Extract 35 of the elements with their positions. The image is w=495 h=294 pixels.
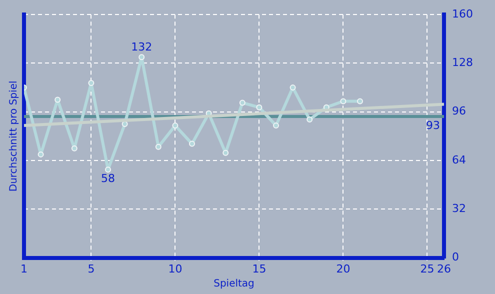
point (71, 145, 78, 152)
y-tick-label: 0 (452, 250, 460, 264)
point (155, 144, 162, 150)
point (38, 151, 44, 158)
point (54, 96, 61, 103)
y-tick-label: 160 (452, 7, 474, 20)
point (340, 98, 346, 104)
y-tick-label: 128 (452, 56, 474, 70)
x-tick-label: 25 (420, 262, 434, 276)
y-tick-label: 96 (452, 104, 466, 118)
point (239, 100, 246, 106)
x-tick-label: 20 (336, 262, 350, 276)
point (290, 84, 296, 91)
point (273, 122, 280, 129)
point (189, 140, 195, 147)
point (88, 80, 94, 86)
point (138, 54, 145, 60)
point (222, 150, 229, 156)
point (256, 104, 262, 110)
x-tick-label: 15 (252, 262, 266, 276)
point (357, 98, 364, 104)
x-tick-label: 26 (437, 262, 452, 276)
y-tick-label: 64 (452, 153, 466, 166)
point (172, 122, 178, 129)
y-tick-label: 32 (452, 202, 466, 216)
x-tick-label: 10 (168, 262, 182, 276)
data-label: 132 (131, 40, 152, 54)
point (105, 166, 111, 173)
x-axis-title: Spieltag (214, 278, 254, 290)
x-tick-label: 1 (20, 262, 28, 276)
data-label: 58 (101, 172, 115, 185)
x-tick-label: 5 (88, 262, 95, 276)
point (306, 116, 313, 122)
y-axis-title: Durchschnitt pro Spiel (8, 80, 20, 192)
ref-line-label: 93 (426, 118, 440, 132)
